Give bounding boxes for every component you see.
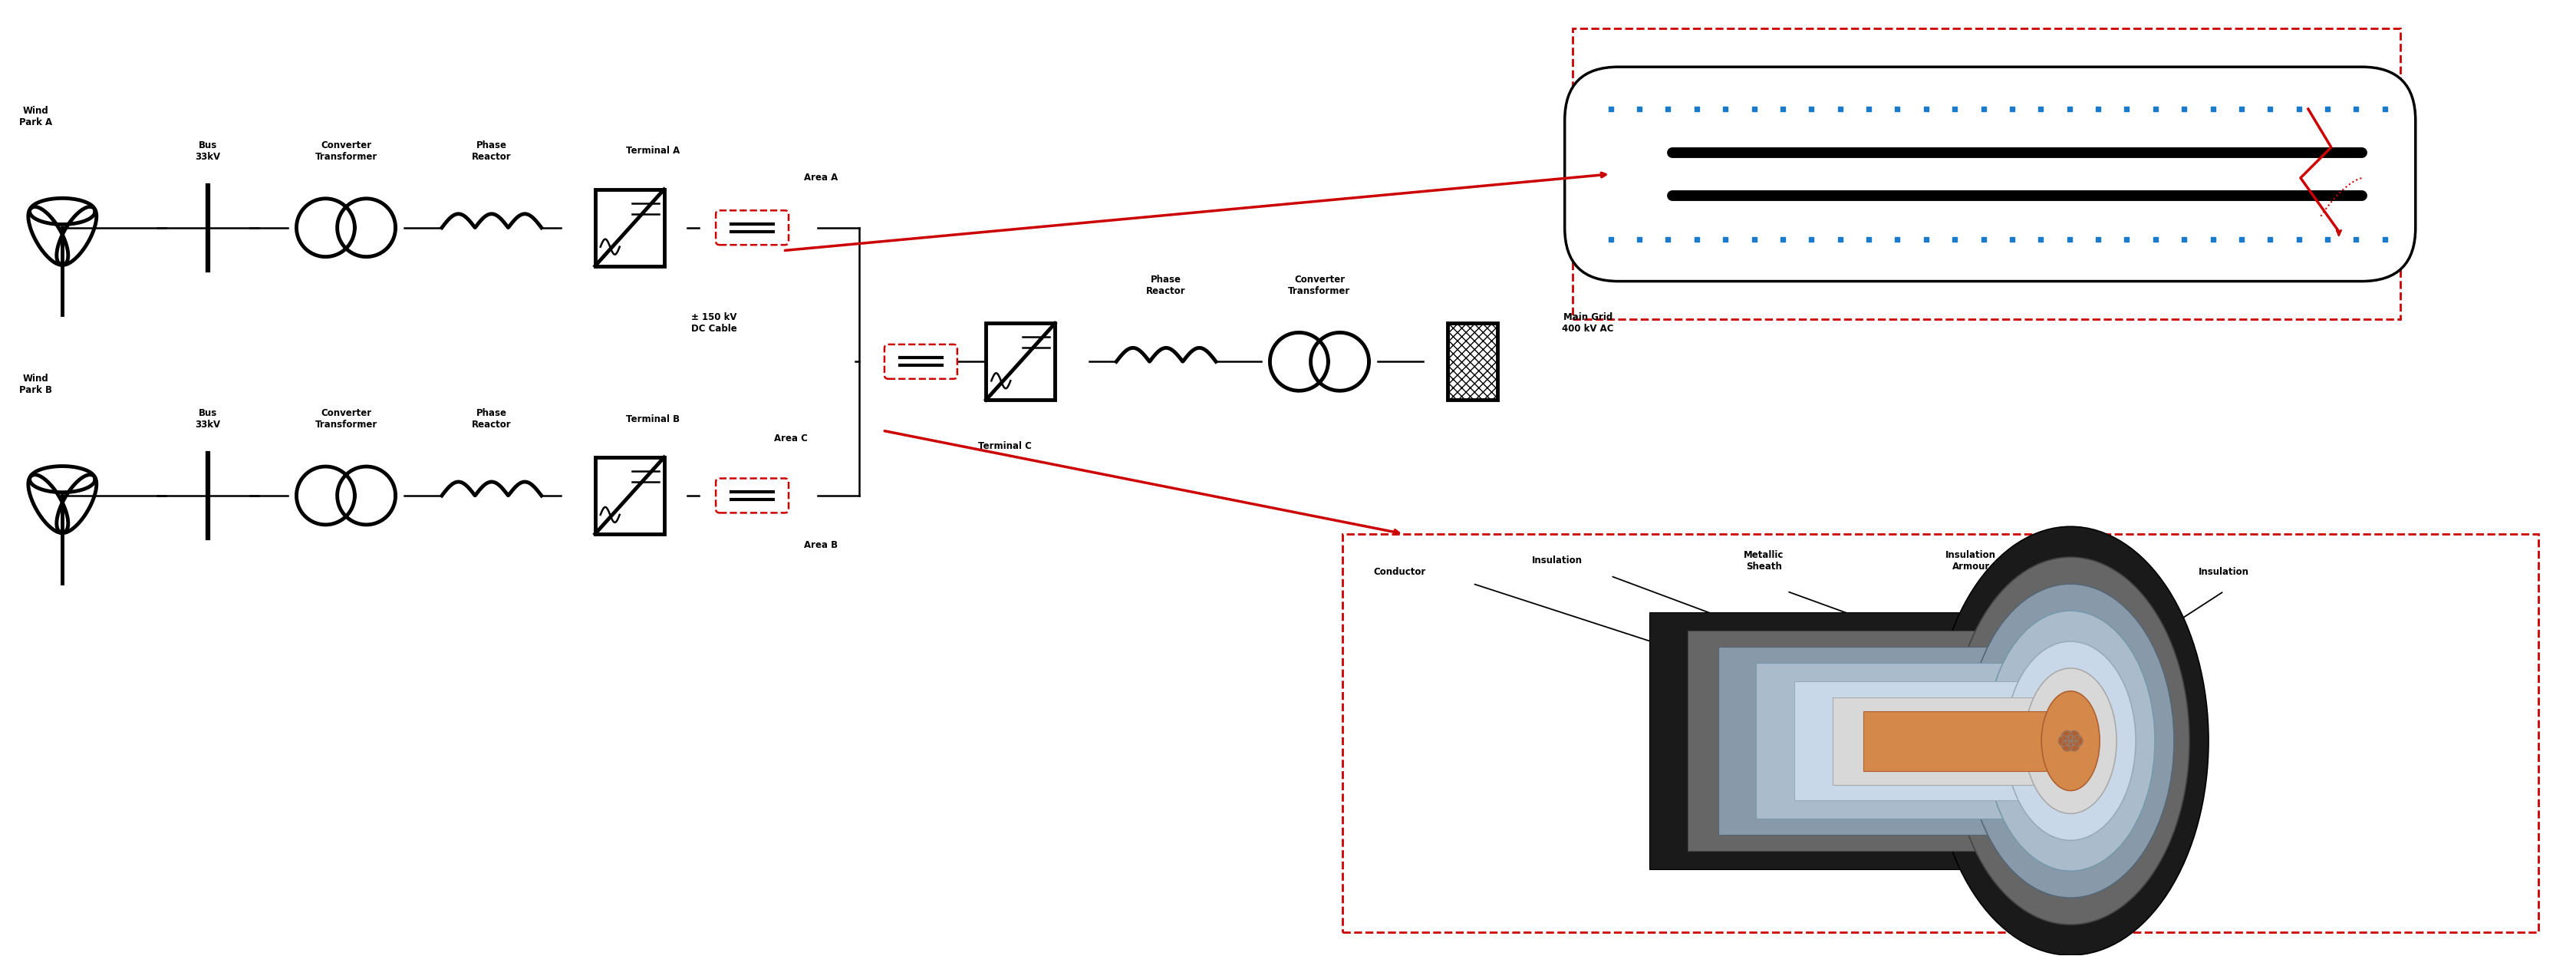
Bar bbox=[1862, 711, 2071, 771]
Bar bbox=[1757, 663, 2071, 819]
Bar bbox=[1649, 612, 2071, 870]
Text: Wind
Park B: Wind Park B bbox=[18, 374, 52, 396]
Text: Insulation
Armour: Insulation Armour bbox=[1945, 550, 1996, 572]
Circle shape bbox=[2061, 730, 2074, 742]
FancyBboxPatch shape bbox=[716, 210, 788, 245]
Text: Terminal A: Terminal A bbox=[626, 146, 680, 156]
Text: Insulation: Insulation bbox=[1533, 555, 1582, 566]
Text: Conductor: Conductor bbox=[1373, 567, 1425, 577]
FancyBboxPatch shape bbox=[1342, 533, 2537, 932]
Circle shape bbox=[2071, 735, 2081, 747]
Ellipse shape bbox=[2025, 668, 2117, 814]
Text: Bus
33kV: Bus 33kV bbox=[196, 408, 222, 430]
Text: Area B: Area B bbox=[804, 540, 837, 551]
Text: Metallic
Sheath: Metallic Sheath bbox=[1744, 550, 1785, 572]
Ellipse shape bbox=[1932, 527, 2208, 955]
Bar bbox=[595, 189, 665, 266]
Text: Terminal C: Terminal C bbox=[979, 441, 1033, 451]
Text: Phase
Reactor: Phase Reactor bbox=[471, 408, 513, 430]
Circle shape bbox=[2066, 735, 2076, 747]
Ellipse shape bbox=[1968, 584, 2174, 898]
Text: Insulation: Insulation bbox=[2197, 567, 2249, 577]
Bar bbox=[987, 323, 1056, 400]
Bar bbox=[1795, 682, 2071, 800]
Text: Terminal B: Terminal B bbox=[626, 414, 680, 424]
Circle shape bbox=[2069, 740, 2079, 751]
Text: Area A: Area A bbox=[804, 173, 837, 183]
Ellipse shape bbox=[1953, 557, 2190, 924]
Text: Converter
Transformer: Converter Transformer bbox=[314, 408, 376, 430]
FancyBboxPatch shape bbox=[1571, 29, 2401, 319]
Bar bbox=[1718, 646, 2071, 835]
Bar bbox=[1687, 631, 2071, 851]
Text: Bus
33kV: Bus 33kV bbox=[196, 141, 222, 162]
Ellipse shape bbox=[1986, 611, 2156, 871]
Text: Wind
Park A: Wind Park A bbox=[18, 106, 52, 127]
Circle shape bbox=[2061, 740, 2074, 751]
Text: Phase
Reactor: Phase Reactor bbox=[471, 141, 513, 162]
Circle shape bbox=[2069, 730, 2079, 742]
Text: Phase
Reactor: Phase Reactor bbox=[1146, 274, 1185, 295]
FancyBboxPatch shape bbox=[716, 478, 788, 512]
Text: ± 150 kV
DC Cable: ± 150 kV DC Cable bbox=[690, 313, 737, 334]
Ellipse shape bbox=[2040, 691, 2099, 791]
Text: Converter
Transformer: Converter Transformer bbox=[1288, 274, 1350, 295]
FancyBboxPatch shape bbox=[884, 344, 958, 379]
Bar bbox=[1448, 323, 1497, 400]
Text: Area C: Area C bbox=[773, 433, 806, 444]
Text: Converter
Transformer: Converter Transformer bbox=[314, 141, 376, 162]
Bar bbox=[1834, 697, 2071, 785]
Ellipse shape bbox=[2007, 641, 2136, 840]
Circle shape bbox=[2058, 735, 2069, 747]
Bar bbox=[595, 457, 665, 533]
FancyBboxPatch shape bbox=[1564, 67, 2416, 281]
Text: Main Grid
400 kV AC: Main Grid 400 kV AC bbox=[1561, 313, 1613, 334]
